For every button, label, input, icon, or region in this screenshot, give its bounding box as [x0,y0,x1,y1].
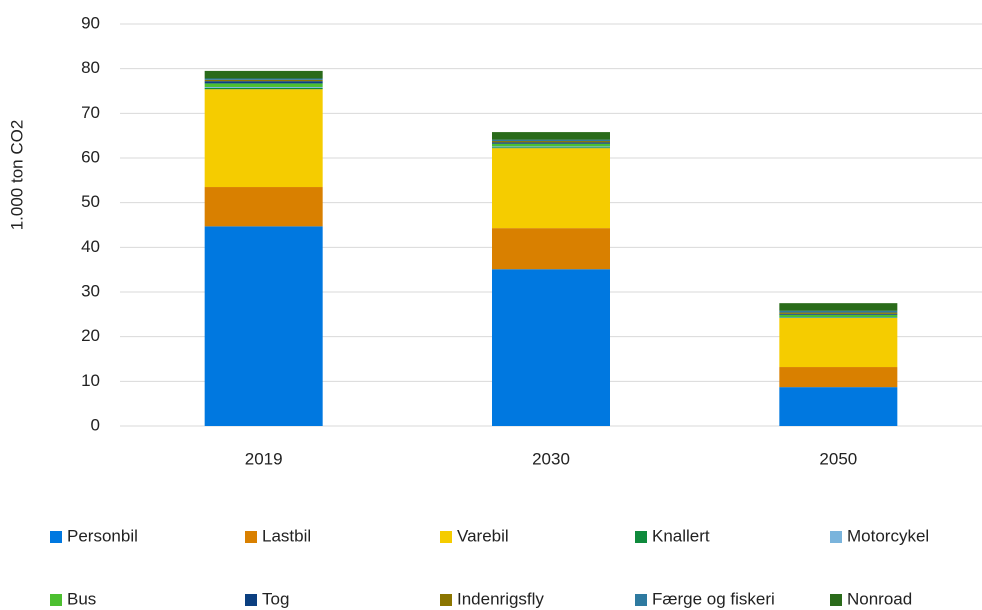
bar-segment [492,228,610,270]
legend-swatch [830,594,842,606]
y-tick-label: 10 [81,371,100,390]
bar-segment [492,143,610,147]
bar-segment [492,139,610,142]
legend-label: Færge og fiskeri [652,589,775,608]
legend-label: Indenrigsfly [457,589,544,608]
bar-segment [204,226,323,426]
bar-segment [204,81,323,84]
bar-segment [779,314,898,318]
bar-segment [779,312,898,314]
bar-segment [204,78,323,80]
legend-label: Motorcykel [847,526,929,545]
bar-segment [204,87,323,90]
y-tick-label: 0 [91,415,100,434]
legend-swatch [635,531,647,543]
bar-segment [204,187,323,227]
legend-swatch [440,594,452,606]
y-tick-label: 60 [81,147,100,166]
y-tick-label: 30 [81,281,100,300]
bar-segment [779,310,898,313]
bar-segment [204,86,323,88]
bar-segment [204,83,323,87]
legend-label: Knallert [652,526,710,545]
legend-swatch [635,594,647,606]
legend-swatch [245,594,257,606]
bar-segment [492,148,610,229]
bar-segment [492,146,610,148]
bar-segment [492,147,610,149]
y-tick-label: 50 [81,192,100,211]
legend-label: Personbil [67,526,138,545]
legend-label: Tog [262,589,289,608]
legend-swatch [50,531,62,543]
bar-segment [779,317,898,368]
bar-segment [204,79,323,82]
x-tick-label: 2030 [532,449,570,468]
y-tick-label: 70 [81,103,100,122]
legend-label: Nonroad [847,589,912,608]
bar-segment [492,269,610,426]
legend-swatch [830,531,842,543]
legend-swatch [440,531,452,543]
legend-swatch [50,594,62,606]
legend-label: Lastbil [262,526,311,545]
bar-segment [492,141,610,143]
legend-label: Bus [67,589,96,608]
bar-segment [779,303,898,311]
y-tick-label: 20 [81,326,100,345]
bar-segment [779,367,898,388]
bar-segment [204,89,323,188]
legend-swatch [245,531,257,543]
y-tick-label: 80 [81,58,100,77]
y-tick-label: 40 [81,237,100,256]
legend-label: Varebil [457,526,509,545]
x-tick-label: 2050 [819,449,857,468]
y-tick-label: 90 [81,13,100,32]
y-axis-label: 1.000 ton CO2 [7,120,26,231]
bar-segment [492,132,610,140]
x-tick-label: 2019 [245,449,283,468]
bar-segment [779,313,898,315]
bar-segment [204,70,323,79]
bar-segment [492,142,610,144]
bar-segment [779,387,898,426]
